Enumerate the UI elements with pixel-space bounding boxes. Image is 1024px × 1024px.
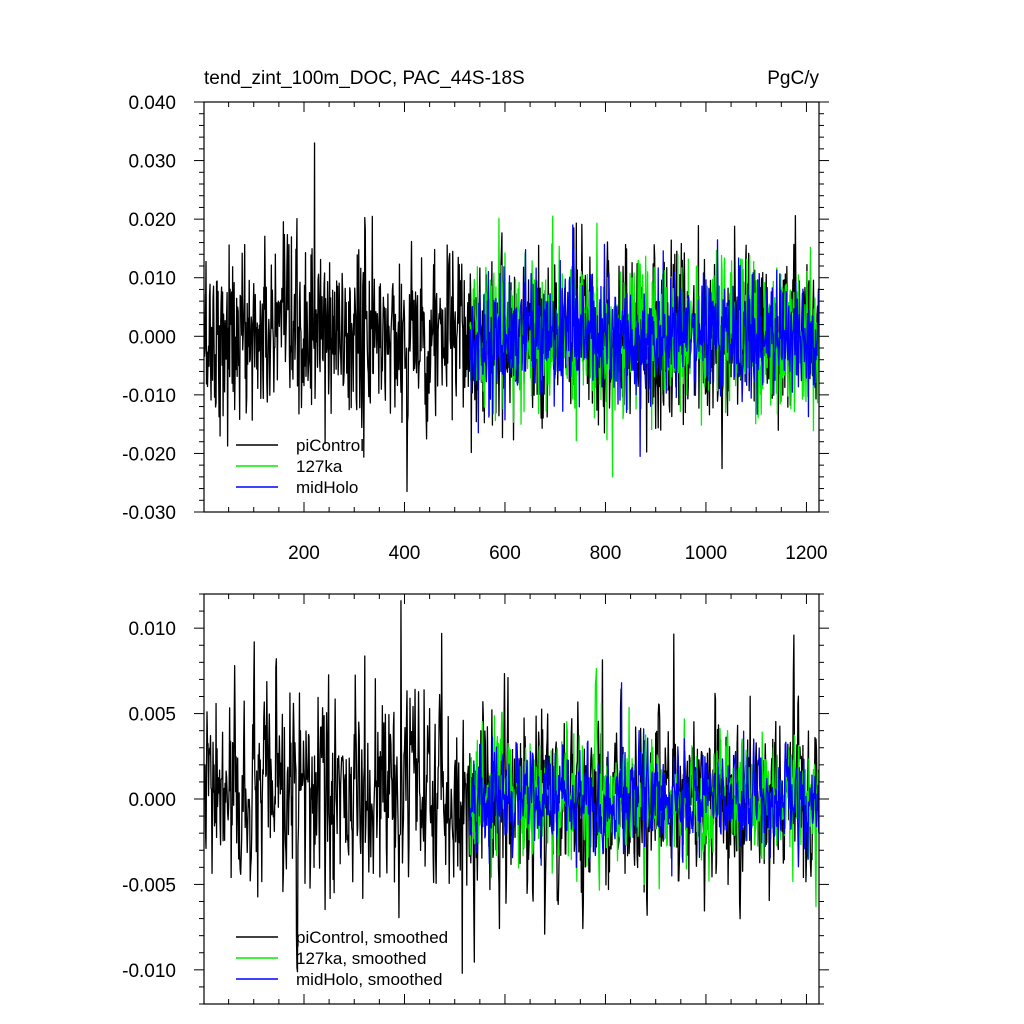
legend-label: piControl, smoothed [296,928,448,947]
y-tick-label: 0.000 [128,327,176,348]
series-line-picontrol [204,142,819,493]
bottom-panel: -0.010 -0.005 0.000 0.005 0.010 piControl, s… [122,593,829,1005]
top-tick-labels: 200 400 600 800 1000 1200 -0.030 -0.020 -0.010 0.… [122,93,827,564]
x-tick-label: 600 [489,543,521,564]
x-tick-label: 800 [590,543,622,564]
series-line-midholo [469,224,819,458]
top-panel: 200 400 600 800 1000 1200 -0.030 -0.020 -0.010 0.… [122,93,829,564]
y-tick-label: -0.010 [122,386,176,407]
top-plot-frame [203,101,820,513]
y-tick-label: 0.010 [128,619,176,640]
y-tick-label: -0.030 [122,503,176,524]
chart-title: tend_zint_100m_DOC, PAC_44S-18S [204,68,525,89]
bottom-series-group [204,600,819,974]
top-legend: piControl 127ka midHolo [236,436,364,497]
y-tick-label: -0.020 [122,444,176,465]
legend-label: midHolo, smoothed [296,970,442,989]
legend-label: 127ka [296,457,343,476]
bottom-legend: piControl, smoothed 127ka, smoothed midHol… [236,928,448,989]
x-tick-label: 1200 [785,543,827,564]
y-tick-label: 0.005 [128,705,176,726]
units-label: PgC/y [767,68,819,89]
y-tick-label: 0.020 [128,210,176,231]
legend-label: 127ka, smoothed [296,949,426,968]
legend-label: midHolo [296,478,358,497]
y-tick-label: 0.030 [128,152,176,173]
top-axis-ticks [194,101,829,513]
y-tick-label: 0.010 [128,269,176,290]
bottom-plot-frame [203,593,820,1005]
bottom-axis-ticks [194,593,829,1005]
y-tick-label: -0.005 [122,875,176,896]
x-tick-label: 200 [288,543,320,564]
series-line-midholo-smoothed [469,682,819,877]
x-tick-label: 400 [389,543,421,564]
y-tick-label: 0.000 [128,790,176,811]
y-tick-label: -0.010 [122,961,176,982]
top-series-group [204,142,819,493]
bottom-tick-labels: -0.010 -0.005 0.000 0.005 0.010 [122,619,176,982]
x-tick-label: 1000 [685,543,727,564]
legend-label: piControl [296,436,364,455]
y-tick-label: 0.040 [128,93,176,114]
